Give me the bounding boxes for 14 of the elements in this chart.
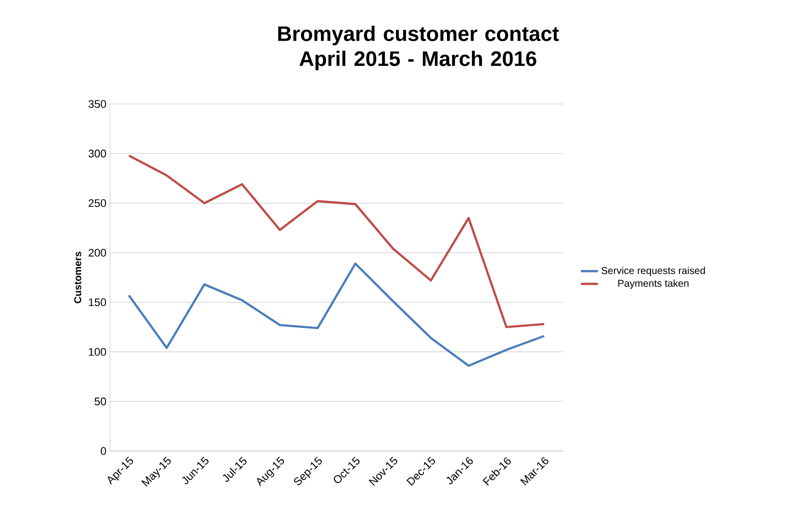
y-tick-label: 250 [88, 199, 106, 208]
y-tick-label: 200 [88, 248, 106, 257]
legend-label: Service requests raised [602, 266, 705, 276]
y-tick-label: 0 [100, 447, 106, 455]
legend-label: Payments taken [618, 279, 688, 289]
y-tick-label: 300 [88, 150, 106, 158]
y-tick-label: 50 [94, 398, 106, 406]
y-tick-label: 150 [88, 298, 106, 306]
y-tick-label: 350 [88, 100, 106, 108]
y-axis-title: Customers [74, 252, 82, 304]
line-series [128, 154, 546, 328]
y-tick-label: 100 [88, 348, 106, 356]
chart-title: Bromyard customer contact April 2015 - March 2016 [278, 26, 559, 70]
line-series [128, 262, 546, 367]
